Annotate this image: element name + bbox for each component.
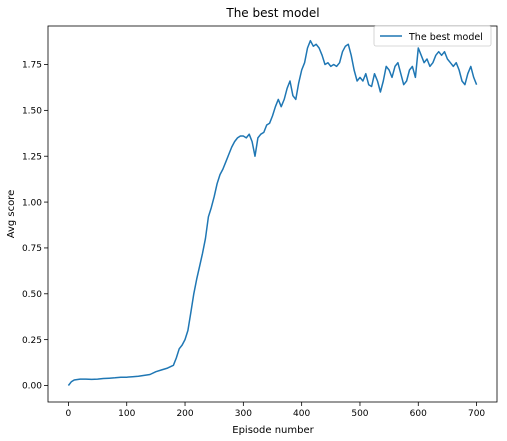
y-axis-ticks: 0.00 0.25 0.50 0.75 1.00 1.25 1.50 1.75	[22, 61, 48, 392]
legend-box	[373, 25, 492, 47]
y-axis-label: Avg score	[6, 190, 17, 239]
x-tick-label: 100	[118, 409, 135, 419]
x-tick-label: 500	[351, 409, 368, 419]
y-tick-label: 1.50	[22, 107, 42, 117]
x-tick-label: 400	[293, 409, 310, 419]
y-tick-label: 1.00	[22, 198, 42, 208]
y-tick-label: 0.75	[22, 244, 42, 254]
x-tick-label: 0	[66, 409, 72, 419]
x-tick-label: 300	[235, 409, 252, 419]
plot-area: 0 100 200 300 400 500 600 700 0.00 0.25 0.50 0.75 1…	[22, 25, 498, 419]
series-layer	[67, 39, 478, 386]
x-tick-label: 200	[176, 409, 193, 419]
x-axis-ticks: 0 100 200 300 400 500 600 700	[66, 402, 485, 419]
series-line	[67, 39, 478, 386]
legend: The best model	[373, 25, 492, 47]
chart-title: The best model	[225, 6, 319, 20]
x-tick-label: 600	[410, 409, 427, 419]
y-tick-label: 1.25	[22, 152, 42, 162]
x-axis-label: Episode number	[232, 425, 314, 436]
x-tick-label: 700	[468, 409, 485, 419]
legend-label: The best model	[408, 32, 483, 43]
y-tick-label: 0.50	[22, 290, 42, 300]
y-tick-label: 0.00	[22, 382, 42, 392]
y-tick-label: 0.25	[22, 336, 42, 346]
y-tick-label: 1.75	[22, 61, 42, 71]
plot-frame	[47, 25, 498, 403]
